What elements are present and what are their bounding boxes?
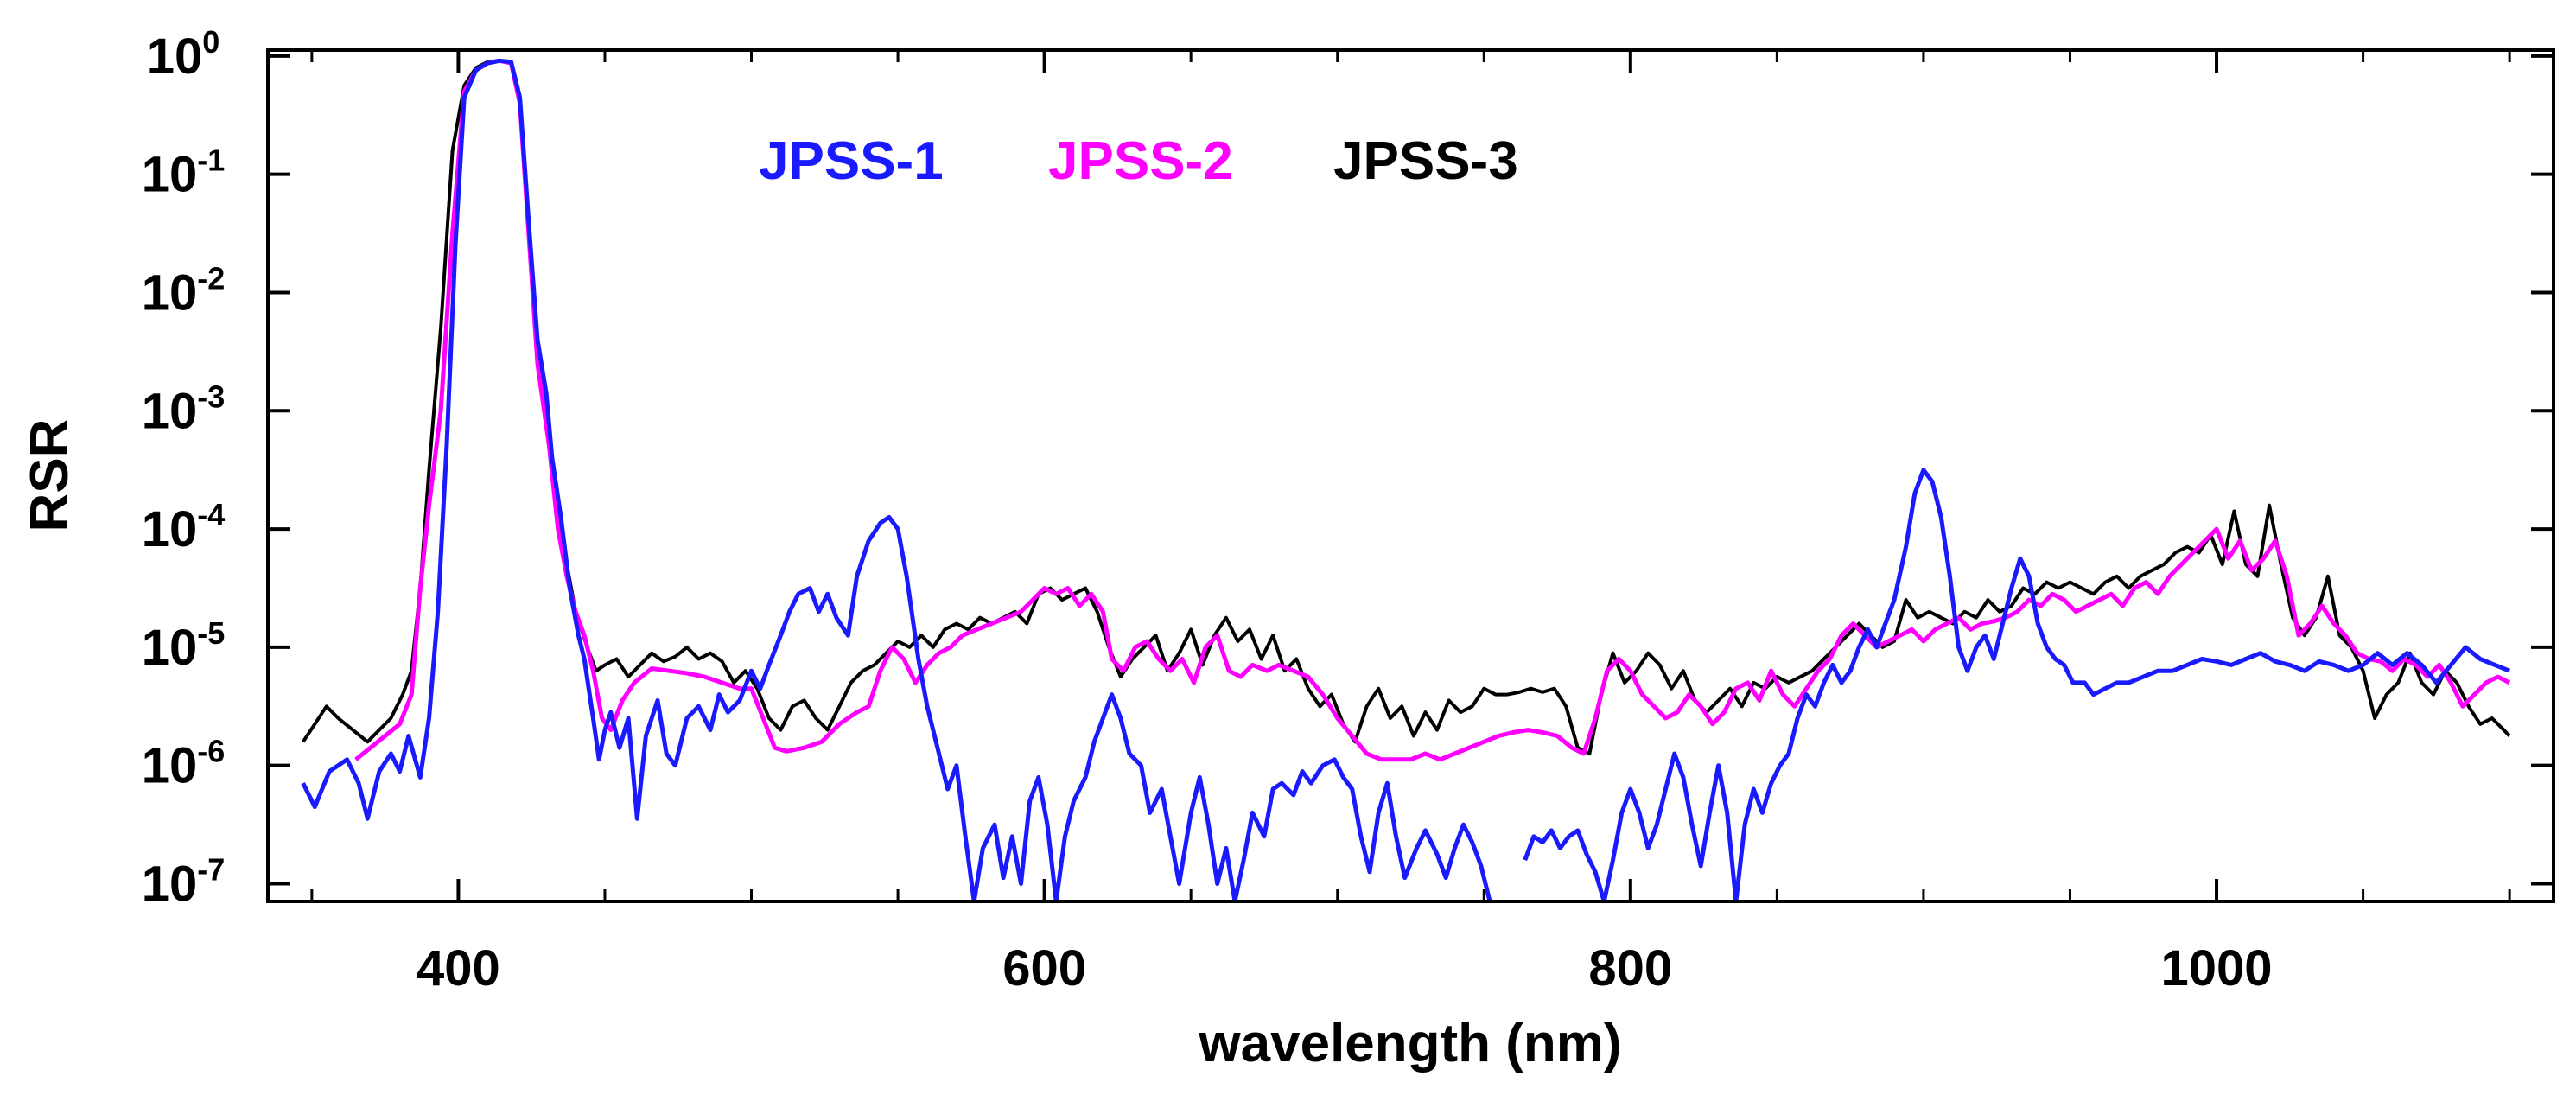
- y-tick-label: 100: [147, 24, 220, 85]
- y-tick-exponent: -3: [197, 379, 225, 414]
- y-tick-base: 10: [142, 856, 198, 912]
- y-tick-base: 10: [147, 29, 203, 85]
- x-tick-label: 1000: [2161, 940, 2273, 997]
- y-tick-label: 10-5: [142, 615, 226, 676]
- y-axis-title: RSR: [20, 419, 80, 532]
- legend-label-jpss3: JPSS-3: [1333, 131, 1518, 191]
- x-tick-label: 800: [1588, 940, 1672, 997]
- y-tick-label: 10-4: [142, 497, 226, 557]
- legend-label-jpss1: JPSS-1: [759, 131, 944, 191]
- y-tick-label: 10-7: [142, 851, 226, 912]
- series-line-jpss1-segment-2: [1523, 468, 2511, 901]
- y-tick-base: 10: [142, 264, 198, 321]
- y-tick-base: 10: [142, 147, 198, 203]
- y-tick-exponent: -5: [197, 615, 225, 651]
- series-line-jpss2: [354, 58, 2511, 762]
- y-tick-base: 10: [142, 501, 198, 557]
- y-tick-exponent: -2: [197, 260, 225, 296]
- x-axis-title: wavelength (nm): [1198, 1014, 1621, 1073]
- y-tick-exponent: -6: [197, 734, 225, 769]
- series-layer: [301, 58, 2511, 901]
- y-tick-exponent: -7: [197, 851, 225, 887]
- series-line-jpss3: [302, 59, 2511, 755]
- series-line-jpss1: [301, 58, 1492, 901]
- plot-frame: [266, 48, 2555, 903]
- y-tick-base: 10: [142, 738, 198, 794]
- y-tick-label: 10-1: [142, 143, 226, 203]
- y-tick-base: 10: [142, 620, 198, 676]
- y-tick-exponent: -4: [197, 497, 225, 532]
- y-tick-label: 10-3: [142, 379, 226, 439]
- y-tick-exponent: 0: [202, 24, 219, 60]
- legend: JPSS-1 JPSS-2 JPSS-3: [759, 131, 1518, 191]
- y-tick-label: 10-6: [142, 734, 226, 794]
- y-tick-exponent: -1: [197, 143, 225, 178]
- x-tick-label: 600: [1002, 940, 1086, 997]
- x-tick-label: 400: [417, 940, 500, 997]
- legend-label-jpss2: JPSS-2: [1048, 131, 1233, 191]
- x-tick-labels: 400 600 800 1000: [417, 940, 2273, 997]
- y-tick-label: 10-2: [142, 260, 226, 321]
- y-tick-base: 10: [142, 383, 198, 439]
- ticks-layer: [268, 50, 2554, 901]
